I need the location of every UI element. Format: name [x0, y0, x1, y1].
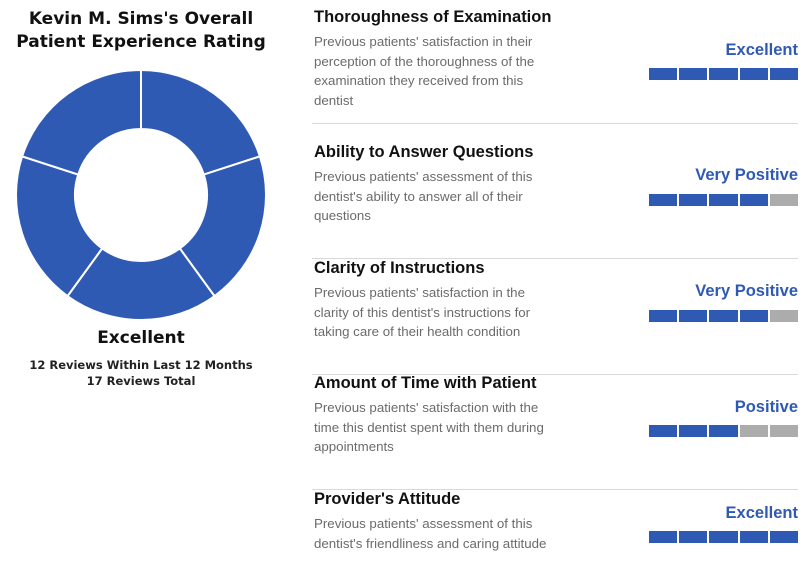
rating-segment-empty — [769, 194, 799, 206]
metric-description-line: Previous patients' assessment of this — [314, 516, 533, 531]
metric-description-line: Previous patients' satisfaction with the — [314, 400, 539, 415]
rating-segment-filled — [739, 68, 768, 80]
metric-description-line: appointments — [314, 439, 394, 454]
recent-reviews-count: 12 Reviews Within Last 12 Months — [29, 358, 253, 372]
metric-description-line: time this dentist spent with them during — [314, 419, 544, 435]
rating-segment-filled — [709, 194, 738, 206]
rating-segment-filled — [679, 425, 708, 437]
metric-title: Provider's Attitude — [314, 490, 461, 508]
rating-segment-filled — [679, 531, 708, 543]
rating-segment-empty — [739, 425, 768, 437]
rating-segment-filled — [649, 194, 678, 206]
metric-description-line: Previous patients' satisfaction in their — [314, 34, 533, 49]
rating-segment-empty — [769, 425, 799, 437]
metric-description-line: Previous patients' assessment of this — [314, 169, 533, 184]
rating-segment-filled — [739, 194, 768, 206]
overall-title-line-2: Patient Experience Rating — [16, 32, 266, 52]
metric-time-with-patient: Amount of Time with Patient Previous pat… — [312, 374, 799, 490]
donut-segment — [20, 69, 142, 176]
rating-segment-filled — [649, 531, 678, 543]
rating-segment-filled — [709, 531, 738, 543]
metric-provider-attitude: Provider's Attitude Previous patients' a… — [312, 490, 799, 565]
rating-segment-filled — [709, 425, 738, 437]
overall-title-line-1: Kevin M. Sims's Overall — [28, 9, 254, 29]
metric-description-line: perception of the thoroughness of the — [314, 53, 535, 69]
donut-segment — [140, 69, 262, 176]
overall-rating-donut — [15, 69, 267, 321]
metric-title: Clarity of Instructions — [314, 259, 485, 277]
metric-description-line: examination they received from this — [314, 73, 524, 88]
overall-rating-title: Kevin M. Sims's Overall Patient Experien… — [0, 8, 282, 54]
metric-answer-questions: Ability to Answer Questions Previous pat… — [312, 143, 799, 259]
metric-title: Amount of Time with Patient — [314, 374, 537, 392]
metric-rating-bar — [649, 310, 799, 322]
metric-description-line: clarity of this dentist's instructions f… — [314, 304, 531, 320]
metric-description-line: taking care of their health condition — [314, 324, 521, 339]
metric-description-line: dentist's ability to answer all of their — [314, 188, 523, 204]
metric-rating-bar — [649, 531, 799, 543]
metric-rating-bar — [649, 194, 799, 206]
metric-description: Previous patients' assessment of this de… — [314, 514, 564, 553]
metric-rating-label: Positive — [734, 398, 798, 416]
metric-clarity-instructions: Clarity of Instructions Previous patient… — [312, 259, 799, 375]
rating-segment-filled — [649, 425, 678, 437]
metric-description: Previous patients' satisfaction with the… — [314, 398, 564, 457]
metric-description-line: dentist's friendliness and caring attitu… — [314, 535, 547, 551]
metric-rating-label: Excellent — [725, 41, 798, 59]
rating-segment-filled — [679, 194, 708, 206]
rating-segment-filled — [649, 68, 678, 80]
rating-segment-filled — [679, 68, 708, 80]
rating-segment-filled — [709, 310, 738, 322]
metric-rating-label: Excellent — [725, 504, 798, 522]
overall-rating-panel: Kevin M. Sims's Overall Patient Experien… — [0, 0, 285, 567]
metric-thoroughness: Thoroughness of Examination Previous pat… — [312, 8, 799, 124]
rating-segment-filled — [769, 531, 799, 543]
metric-rating-label: Very Positive — [695, 166, 798, 184]
metric-rating-label: Very Positive — [695, 282, 798, 300]
metric-title: Thoroughness of Examination — [314, 8, 552, 26]
metric-description: Previous patients' satisfaction in their… — [314, 32, 564, 110]
metric-rating-bar — [649, 68, 799, 80]
metric-description-line: Previous patients' satisfaction in the — [314, 285, 525, 300]
metric-rating-bar — [649, 425, 799, 437]
metric-description: Previous patients' assessment of this de… — [314, 167, 564, 226]
rating-segment-filled — [769, 68, 799, 80]
metric-description-line: dentist — [314, 92, 354, 108]
total-reviews-count: 17 Reviews Total — [86, 374, 196, 388]
overall-rating-label: Excellent — [97, 328, 185, 348]
metric-description-line: questions — [314, 208, 371, 223]
rating-segment-filled — [739, 531, 768, 543]
metric-description: Previous patients' satisfaction in the c… — [314, 283, 564, 342]
rating-segment-filled — [739, 310, 768, 322]
rating-segment-filled — [679, 310, 708, 322]
metric-title: Ability to Answer Questions — [314, 143, 534, 161]
rating-segment-filled — [649, 310, 678, 322]
rating-segment-filled — [709, 68, 738, 80]
rating-segment-empty — [769, 310, 799, 322]
